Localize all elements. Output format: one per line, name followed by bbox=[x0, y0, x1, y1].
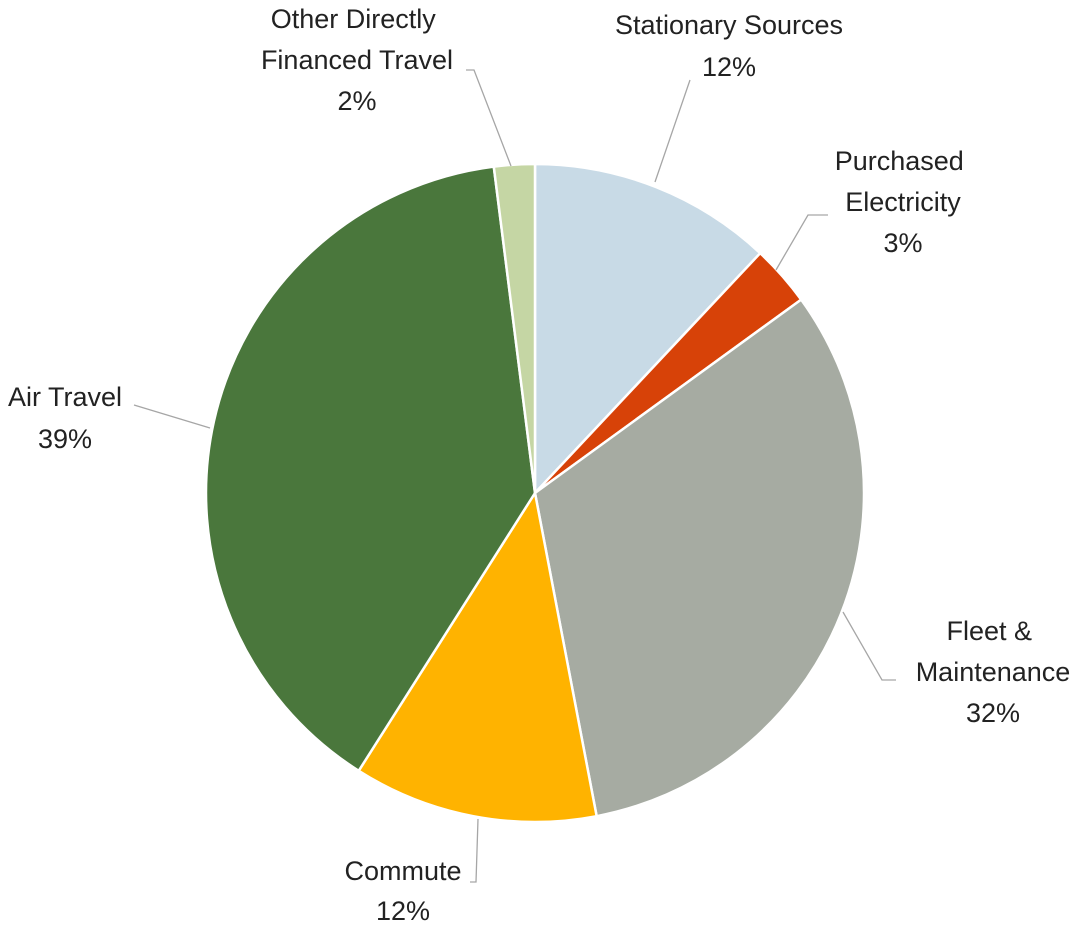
slice-label-purchased-electricity: Purchased Electricity bbox=[835, 146, 972, 217]
pie-slice-air-travel bbox=[204, 165, 537, 773]
leader-line-purchased-electricity bbox=[775, 214, 828, 271]
leader-line-commute bbox=[470, 818, 479, 883]
slice-value-air-travel: 39% bbox=[38, 424, 92, 454]
slice-value-other-directly-financed-travel: 2% bbox=[337, 86, 376, 116]
slice-label-fleet-maintenance: Fleet & Maintenance bbox=[916, 616, 1071, 687]
leader-lines bbox=[133, 69, 896, 883]
slice-label-stationary-sources: Stationary Sources bbox=[615, 10, 843, 40]
slice-value-purchased-electricity: 3% bbox=[883, 228, 922, 258]
pie-slice-other-directly-financed-travel bbox=[492, 162, 537, 494]
slice-value-stationary-sources: 12% bbox=[702, 52, 756, 82]
pie-slice-stationary-sources bbox=[533, 162, 762, 497]
slice-labels: Stationary Sources 12% Purchased Electri… bbox=[8, 4, 1070, 926]
slice-label-air-travel: Air Travel bbox=[8, 382, 122, 412]
slice-value-fleet-maintenance: 32% bbox=[966, 698, 1020, 728]
pie-slices bbox=[204, 162, 866, 824]
slice-value-commute: 12% bbox=[376, 896, 430, 926]
leader-line-fleet-maintenance bbox=[842, 611, 896, 681]
leader-line-air-travel bbox=[133, 404, 211, 429]
leader-line-other-directly-financed-travel bbox=[466, 69, 512, 167]
pie-slice-commute bbox=[356, 489, 599, 824]
pie-slice-fleet-maintenance bbox=[533, 297, 866, 818]
slice-label-other-directly-financed-travel: Other Directly Financed Travel bbox=[261, 4, 453, 75]
slice-label-commute: Commute bbox=[344, 856, 461, 886]
leader-line-stationary-sources bbox=[654, 79, 691, 183]
